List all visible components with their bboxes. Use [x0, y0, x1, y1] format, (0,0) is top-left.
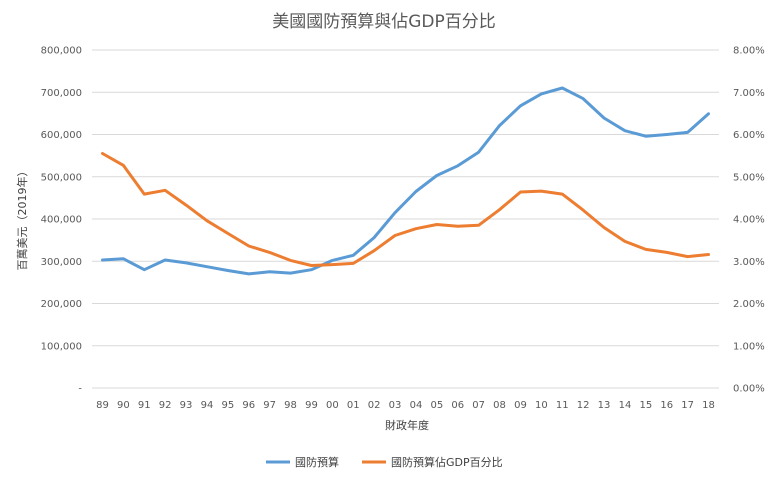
x-tick-label: 98 [284, 400, 297, 411]
y-left-tick-label: 600,000 [41, 130, 82, 141]
gridlines [92, 49, 719, 389]
x-tick-label: 90 [117, 400, 130, 411]
legend: 國防預算 國防預算佔GDP百分比 [266, 455, 503, 469]
x-tick-label: 94 [201, 400, 214, 411]
y-right-tick-label: 7.00% [733, 88, 765, 99]
x-tick-label: 00 [326, 400, 339, 411]
x-tick-label: 17 [681, 400, 694, 411]
right-axis-ticks: 0.00% 1.00% 2.00% 3.00% 4.00% 5.00% 6.00% 7.00%… [733, 46, 765, 395]
x-tick-label: 18 [702, 400, 715, 411]
y-right-tick-label: 8.00% [733, 46, 765, 57]
y-left-tick-label: 400,000 [41, 215, 82, 226]
y-left-tick-label: - [78, 384, 82, 395]
chart-title: 美國國防預算與佔GDP百分比 [272, 12, 496, 32]
left-axis-ticks: - 100,000 200,000 300,000 400,000 500,000 600,… [41, 46, 83, 395]
x-axis-ticks: 89 90 91 92 93 94 95 96 97 98 99 00 01 02 03 04 05 06 07 08… [96, 400, 715, 411]
x-tick-label: 91 [138, 400, 151, 411]
x-tick-label: 97 [263, 400, 276, 411]
x-tick-label: 96 [242, 400, 255, 411]
x-axis-label: 財政年度 [385, 418, 429, 432]
x-tick-label: 89 [96, 400, 109, 411]
y-left-tick-label: 800,000 [41, 46, 82, 57]
x-tick-label: 14 [619, 400, 632, 411]
x-tick-label: 12 [577, 400, 590, 411]
x-tick-label: 01 [347, 400, 360, 411]
x-tick-label: 07 [472, 400, 485, 411]
y-right-tick-label: 4.00% [733, 215, 765, 226]
series-lines [101, 86, 710, 276]
legend-label-defense-budget: 國防預算 [295, 455, 339, 469]
y-right-tick-label: 1.00% [733, 341, 765, 352]
x-tick-label: 03 [389, 400, 402, 411]
x-tick-label: 99 [305, 400, 318, 411]
y-right-tick-label: 0.00% [733, 384, 765, 395]
x-tick-label: 93 [180, 400, 193, 411]
series-line-0 [101, 86, 710, 276]
x-tick-label: 95 [221, 400, 234, 411]
x-tick-label: 10 [535, 400, 548, 411]
x-tick-label: 13 [598, 400, 611, 411]
series-line-1 [101, 152, 710, 267]
y-right-tick-label: 3.00% [733, 257, 765, 268]
x-tick-label: 02 [368, 400, 381, 411]
x-tick-label: 15 [639, 400, 652, 411]
x-tick-label: 04 [410, 400, 423, 411]
y-left-tick-label: 300,000 [41, 257, 82, 268]
legend-label-budget-gdp-pct: 國防預算佔GDP百分比 [391, 455, 503, 469]
x-tick-label: 08 [493, 400, 506, 411]
x-tick-label: 06 [451, 400, 464, 411]
x-tick-label: 05 [430, 400, 443, 411]
y-axis-label: 百萬美元（2019年） [15, 166, 29, 271]
x-tick-label: 92 [159, 400, 172, 411]
y-left-tick-label: 500,000 [41, 172, 82, 183]
y-left-tick-label: 200,000 [41, 299, 82, 310]
y-right-tick-label: 5.00% [733, 172, 765, 183]
y-left-tick-label: 100,000 [41, 341, 82, 352]
y-right-tick-label: 6.00% [733, 130, 765, 141]
y-left-tick-label: 700,000 [41, 88, 82, 99]
x-tick-label: 11 [556, 400, 569, 411]
y-right-tick-label: 2.00% [733, 299, 765, 310]
x-tick-label: 09 [514, 400, 527, 411]
x-tick-label: 16 [660, 400, 673, 411]
